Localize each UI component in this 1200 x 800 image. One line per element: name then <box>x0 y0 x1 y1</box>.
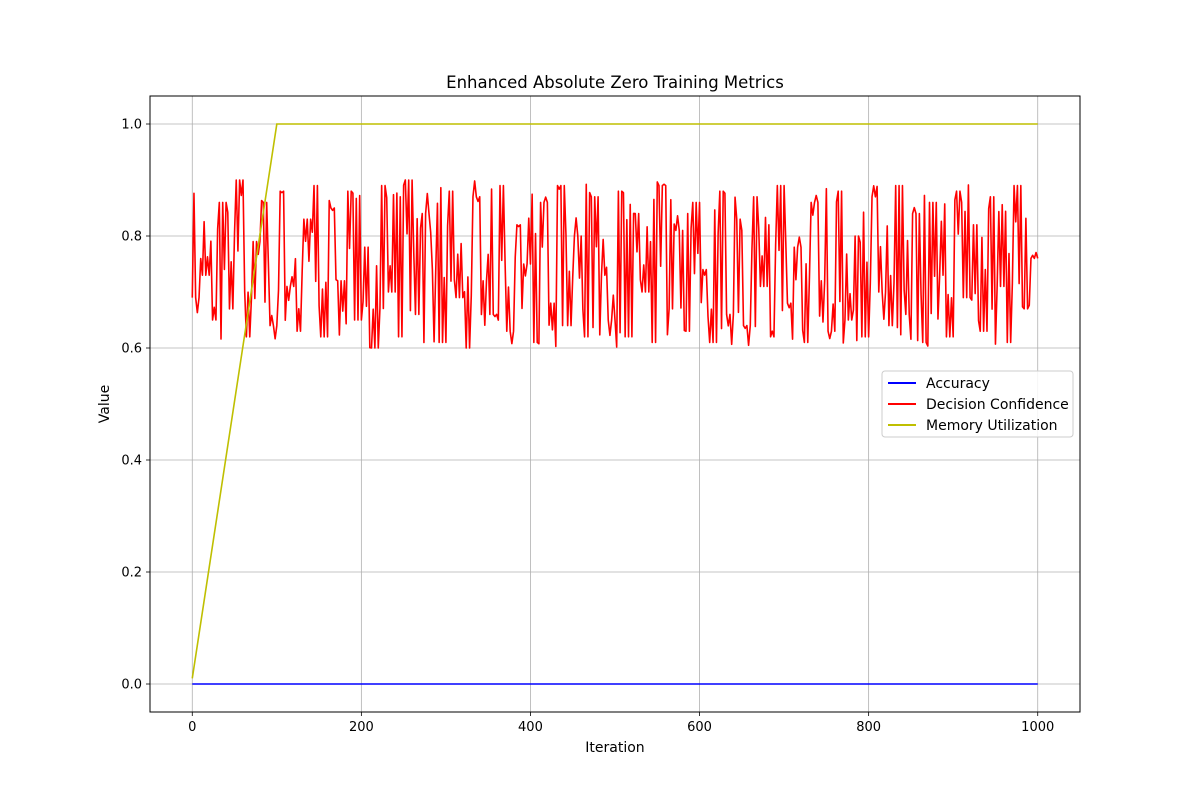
y-tick-label: 0.4 <box>121 454 142 469</box>
series-line-decision-confidence <box>191 179 1039 349</box>
x-tick-label: 600 <box>687 720 712 735</box>
ticks: 0 200 400 600 800 1000 0.0 0.2 0.4 0.6 0.8 1.0 <box>121 118 1054 736</box>
legend-label-accuracy: Accuracy <box>926 376 990 392</box>
legend-label-decision-confidence: Decision Confidence <box>926 397 1069 413</box>
plot-area <box>191 123 1039 685</box>
y-tick-label: 0.8 <box>121 230 142 245</box>
y-tick-label: 0.0 <box>121 678 142 693</box>
y-tick-label: 1.0 <box>121 118 142 133</box>
x-tick-label: 200 <box>349 720 374 735</box>
legend-label-memory-utilization: Memory Utilization <box>926 418 1058 434</box>
x-tick-label: 0 <box>188 720 196 735</box>
y-tick-label: 0.2 <box>121 566 142 581</box>
x-tick-label: 1000 <box>1021 720 1054 735</box>
x-axis-label: Iteration <box>585 740 644 756</box>
chart-title: Enhanced Absolute Zero Training Metrics <box>446 73 784 92</box>
x-tick-label: 800 <box>856 720 881 735</box>
plot-frame <box>149 95 1081 713</box>
legend-box <box>881 370 1074 438</box>
legend: Accuracy Decision Confidence Memory Util… <box>881 370 1074 438</box>
y-axis-label: Value <box>97 385 113 423</box>
y-tick-label: 0.6 <box>121 342 142 357</box>
series-line-memory-utilization <box>191 123 1038 679</box>
x-tick-label: 400 <box>518 720 543 735</box>
